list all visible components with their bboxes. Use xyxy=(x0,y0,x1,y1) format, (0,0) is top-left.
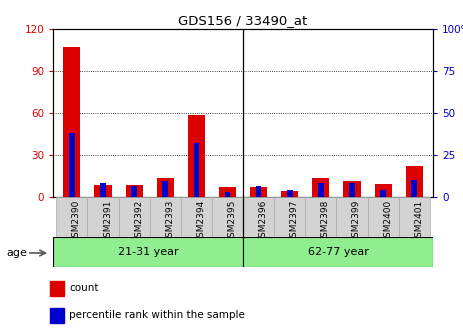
Text: GSM2396: GSM2396 xyxy=(259,200,268,243)
Bar xyxy=(318,183,324,197)
Bar xyxy=(225,192,230,197)
Bar xyxy=(287,190,293,197)
Bar xyxy=(69,133,75,197)
Bar xyxy=(194,143,199,197)
Bar xyxy=(399,197,430,237)
Text: count: count xyxy=(69,284,99,293)
Bar xyxy=(281,191,298,197)
Bar xyxy=(56,197,88,237)
Bar xyxy=(380,190,386,197)
Text: GSM2399: GSM2399 xyxy=(352,200,361,243)
Bar xyxy=(256,186,262,197)
Bar xyxy=(212,197,243,237)
Text: GSM2392: GSM2392 xyxy=(134,200,143,243)
Bar xyxy=(305,197,337,237)
Bar xyxy=(375,184,392,197)
Bar xyxy=(344,181,361,197)
Bar xyxy=(181,197,212,237)
Bar xyxy=(188,115,205,197)
Bar xyxy=(125,185,143,197)
Bar xyxy=(156,178,174,197)
Bar xyxy=(131,186,137,197)
Text: GSM2401: GSM2401 xyxy=(414,200,423,243)
Bar xyxy=(163,181,168,197)
Bar xyxy=(53,237,243,267)
Bar xyxy=(274,197,305,237)
Text: 21-31 year: 21-31 year xyxy=(118,247,178,257)
Bar xyxy=(50,308,64,323)
Text: GSM2391: GSM2391 xyxy=(103,200,112,243)
Bar xyxy=(94,185,112,197)
Bar xyxy=(412,180,417,197)
Bar xyxy=(100,183,106,197)
Bar xyxy=(349,183,355,197)
Text: GSM2400: GSM2400 xyxy=(383,200,392,243)
Bar xyxy=(63,47,81,197)
Bar xyxy=(243,237,433,267)
Bar xyxy=(243,197,274,237)
Bar xyxy=(406,166,423,197)
Bar xyxy=(150,197,181,237)
Text: percentile rank within the sample: percentile rank within the sample xyxy=(69,310,245,320)
Text: 62-77 year: 62-77 year xyxy=(307,247,369,257)
Bar xyxy=(119,197,150,237)
Bar xyxy=(250,187,267,197)
Text: GSM2393: GSM2393 xyxy=(165,200,174,243)
Bar xyxy=(50,281,64,296)
Text: GSM2397: GSM2397 xyxy=(290,200,299,243)
Bar xyxy=(219,187,236,197)
Bar xyxy=(368,197,399,237)
Bar xyxy=(313,178,330,197)
Text: GSM2394: GSM2394 xyxy=(196,200,206,243)
Title: GDS156 / 33490_at: GDS156 / 33490_at xyxy=(178,14,308,28)
Text: GSM2390: GSM2390 xyxy=(72,200,81,243)
Bar xyxy=(337,197,368,237)
Text: age: age xyxy=(6,248,27,258)
Bar xyxy=(88,197,119,237)
Text: GSM2398: GSM2398 xyxy=(321,200,330,243)
Text: GSM2395: GSM2395 xyxy=(227,200,237,243)
